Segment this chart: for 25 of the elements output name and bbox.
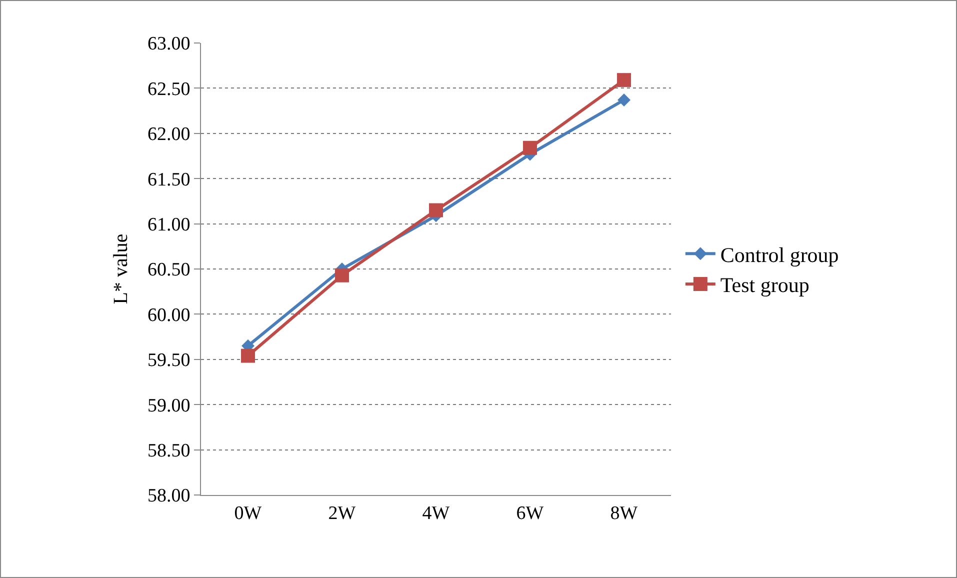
y-tick-label: 60.50 <box>147 260 190 281</box>
point <box>523 140 537 155</box>
x-tick-label: 6W <box>516 502 544 524</box>
legend-label: Test group <box>720 273 810 298</box>
y-tick-label: 61.00 <box>147 214 190 236</box>
y-tick-label: 58.50 <box>147 440 190 462</box>
point <box>429 203 443 218</box>
point <box>618 93 630 106</box>
y-axis-title: L* value <box>110 234 132 304</box>
point <box>617 73 631 88</box>
x-tick-label: 2W <box>328 502 356 524</box>
y-tick-label: 59.00 <box>147 395 190 416</box>
legend-label: Control group <box>720 242 839 267</box>
y-tick-label: 61.50 <box>147 169 190 190</box>
x-tick-label: 4W <box>422 502 450 524</box>
point <box>241 348 255 363</box>
point <box>335 268 349 282</box>
y-tick-label: 62.50 <box>147 78 190 100</box>
y-tick-label: 62.00 <box>147 124 190 146</box>
y-tick-label: 59.50 <box>147 350 190 372</box>
x-tick-label: 8W <box>610 502 638 524</box>
y-tick-label: 58.00 <box>147 486 190 507</box>
y-tick-label: 63.00 <box>147 34 190 55</box>
y-tick-label: 60.00 <box>147 304 190 326</box>
x-tick-label: 0W <box>234 502 262 524</box>
